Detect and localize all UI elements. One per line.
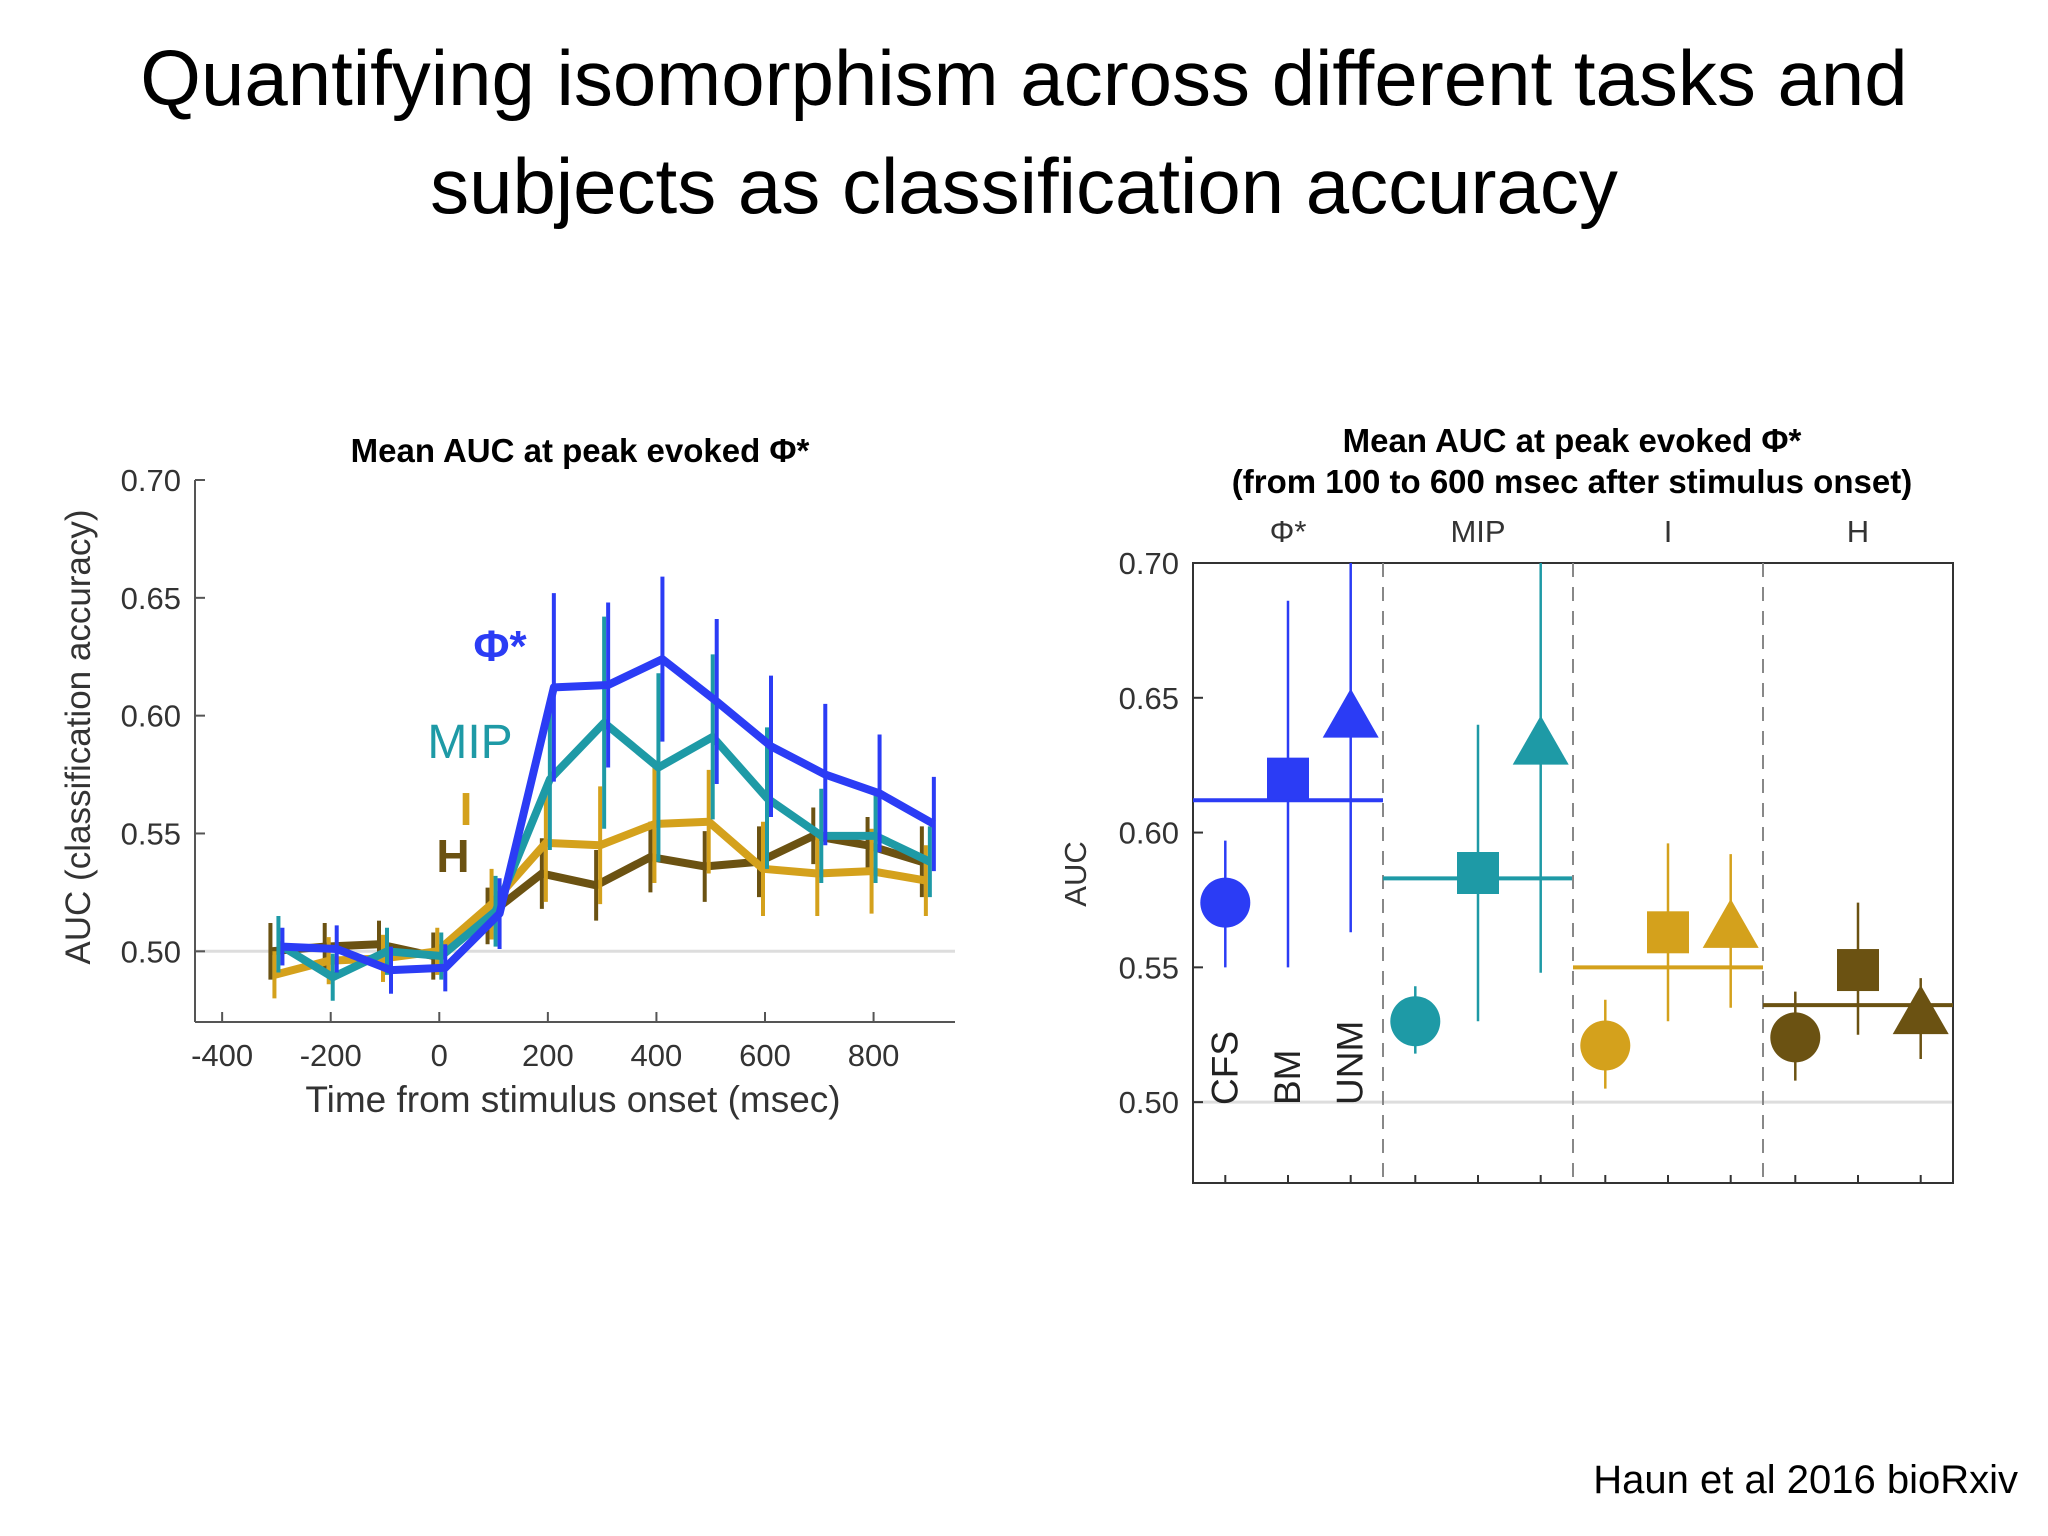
right-y-tick-label: 0.65 <box>1119 681 1179 716</box>
left-y-tick-label: 0.70 <box>121 463 181 498</box>
group-MIP: MIP <box>1382 514 1573 1183</box>
left-x-tick-label: -200 <box>300 1038 362 1073</box>
right-y-tick-label: 0.60 <box>1119 816 1179 851</box>
right-chart: Mean AUC at peak evoked Φ* (from 100 to … <box>1058 422 1954 1184</box>
right-chart-subtitle: (from 100 to 600 msec after stimulus ons… <box>1232 463 1912 500</box>
series-label: MIP <box>427 716 512 769</box>
left-y-tick-label: 0.50 <box>121 934 181 969</box>
slide-title: Quantifying isomorphism across different… <box>0 24 2048 240</box>
series-line <box>270 831 924 961</box>
group-Φ*: Φ* <box>1193 514 1383 1183</box>
group-header: I <box>1664 514 1673 549</box>
left-y-tick-label: 0.60 <box>121 699 181 734</box>
group-header: H <box>1847 514 1869 549</box>
left-chart: Mean AUC at peak evoked Φ* AUC (classifi… <box>59 432 955 1120</box>
group-I: I <box>1572 514 1763 1183</box>
left-x-axis-label: Time from stimulus onset (msec) <box>305 1079 840 1120</box>
left-x-tick-label: -400 <box>191 1038 253 1073</box>
slide-title-line-2: subjects as classification accuracy <box>430 142 1618 230</box>
group-header: Φ* <box>1270 514 1307 549</box>
square-marker <box>1457 852 1499 894</box>
left-x-tick-label: 800 <box>848 1038 900 1073</box>
right-chart-title: Mean AUC at peak evoked Φ* <box>1343 422 1802 459</box>
task-label: BM <box>1267 1050 1308 1106</box>
group-header: MIP <box>1450 514 1505 549</box>
series-label: H <box>436 830 469 882</box>
group-H: H <box>1762 514 1953 1183</box>
citation: Haun et al 2016 bioRxiv <box>1593 1458 2018 1502</box>
right-y-tick-label: 0.70 <box>1119 546 1179 581</box>
triangle-marker <box>1702 898 1759 948</box>
series-label: Φ* <box>473 622 527 671</box>
left-x-tick-label: 0 <box>431 1038 448 1073</box>
series-line <box>276 718 932 982</box>
series-I <box>272 765 928 999</box>
square-marker <box>1837 949 1879 992</box>
left-y-axis-label: AUC (classification accuracy) <box>59 509 98 964</box>
series-MIP <box>276 616 932 1001</box>
triangle-marker <box>1512 715 1569 765</box>
right-y-tick-label: 0.50 <box>1119 1085 1179 1120</box>
series-Φ* <box>280 576 936 994</box>
triangle-marker <box>1892 985 1949 1035</box>
square-marker <box>1647 911 1689 954</box>
circle-marker <box>1580 1020 1631 1071</box>
left-x-tick-label: 400 <box>631 1038 683 1073</box>
circle-marker <box>1390 996 1441 1047</box>
right-y-axis-label: AUC <box>1058 841 1093 906</box>
left-y-tick-label: 0.55 <box>121 816 181 851</box>
left-chart-title: Mean AUC at peak evoked Φ* <box>351 432 810 469</box>
circle-marker <box>1200 877 1251 928</box>
left-x-tick-label: 600 <box>739 1038 791 1073</box>
square-marker <box>1267 757 1309 800</box>
triangle-marker <box>1322 688 1379 738</box>
task-label: UNM <box>1330 1021 1371 1105</box>
left-y-tick-label: 0.65 <box>121 581 181 616</box>
right-y-tick-label: 0.55 <box>1119 950 1179 985</box>
series-line <box>282 655 936 975</box>
series-label: I <box>460 783 473 835</box>
circle-marker <box>1770 1012 1821 1063</box>
slide-title-line-1: Quantifying isomorphism across different… <box>140 34 1908 122</box>
task-label: CFS <box>1204 1031 1245 1105</box>
left-x-tick-label: 200 <box>522 1038 574 1073</box>
series-line <box>273 817 927 979</box>
